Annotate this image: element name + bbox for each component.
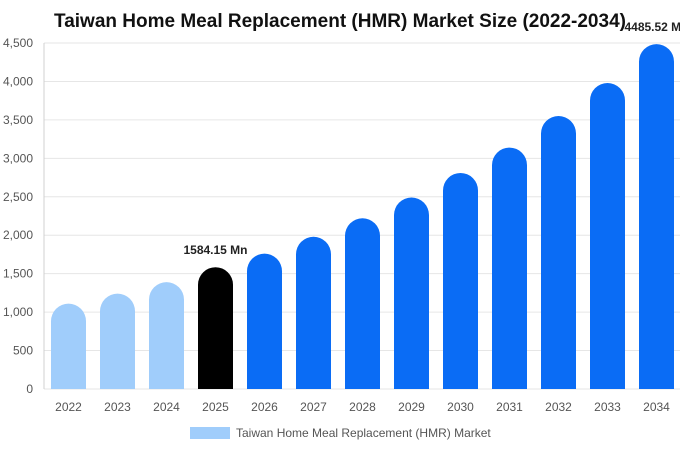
y-tick-label: 3,500 [3,113,33,127]
bar-2022[interactable] [51,303,86,389]
y-tick-label: 4,000 [3,74,33,88]
y-tick-label: 1,000 [3,305,33,319]
bar-2029[interactable] [394,197,429,389]
x-tick-label: 2025 [202,400,229,414]
x-tick-label: 2034 [643,400,670,414]
bar-2031[interactable] [492,147,527,389]
y-tick-label: 2,500 [3,190,33,204]
x-tick-label: 2028 [349,400,376,414]
bar-2030[interactable] [443,172,478,389]
bar-2032[interactable] [541,116,576,389]
legend-swatch [190,427,230,439]
bar-2028[interactable] [345,218,380,389]
bar-2025[interactable] [198,267,233,389]
data-label-2025: 1584.15 Mn [183,243,247,257]
chart-title: Taiwan Home Meal Replacement (HMR) Marke… [54,11,626,32]
x-tick-label: 2027 [300,400,327,414]
x-tick-label: 2022 [55,400,82,414]
legend[interactable]: Taiwan Home Meal Replacement (HMR) Marke… [190,426,491,440]
bar-2027[interactable] [296,236,331,389]
x-tick-label: 2033 [594,400,621,414]
y-axis-ticks: 0 500 1,000 1,500 2,000 2,500 3,000 3,500 4,000 4… [3,36,33,396]
x-tick-label: 2023 [104,400,131,414]
bar-2023[interactable] [100,293,135,389]
y-tick-label: 0 [26,382,33,396]
y-tick-label: 3,000 [3,151,33,165]
x-tick-label: 2026 [251,400,278,414]
x-tick-label: 2031 [496,400,523,414]
bars [51,44,674,390]
bar-2024[interactable] [149,282,184,389]
x-tick-label: 2029 [398,400,425,414]
x-tick-label: 2032 [545,400,572,414]
y-tick-label: 2,000 [3,228,33,242]
bar-2034[interactable] [639,44,674,390]
x-tick-label: 2024 [153,400,180,414]
y-tick-label: 1,500 [3,267,33,281]
data-labels: 1584.15 Mn 4485.52 Mn [183,20,680,257]
x-axis-ticks: 2022 2023 2024 2025 2026 2027 2028 2029 2030 2031… [55,400,670,414]
data-label-2034: 4485.52 Mn [624,20,680,34]
x-tick-label: 2030 [447,400,474,414]
legend-label: Taiwan Home Meal Replacement (HMR) Marke… [236,426,491,440]
bar-2033[interactable] [590,82,625,389]
y-tick-label: 4,500 [3,36,33,50]
y-tick-label: 500 [13,344,33,358]
bar-2026[interactable] [247,253,282,389]
